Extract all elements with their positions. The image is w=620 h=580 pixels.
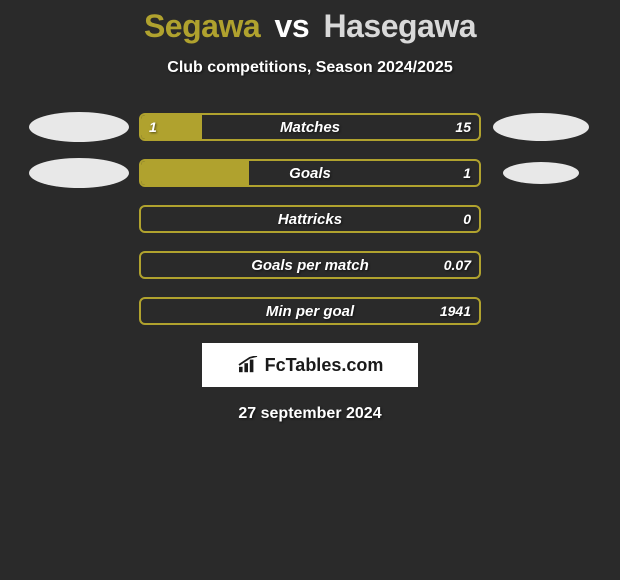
logo-text: FcTables.com <box>265 355 384 376</box>
title-player1: Segawa <box>144 8 260 44</box>
right-side <box>481 113 601 141</box>
left-side <box>19 158 139 188</box>
stat-label: Min per goal <box>141 299 479 323</box>
player2-badge <box>493 113 589 141</box>
stat-bar: 115Matches <box>139 113 481 141</box>
title-player2: Hasegawa <box>324 8 477 44</box>
player2-badge <box>503 162 579 184</box>
logo-box[interactable]: FcTables.com <box>202 343 418 387</box>
stat-label: Hattricks <box>141 207 479 231</box>
date-text: 27 september 2024 <box>0 405 620 423</box>
stat-bar: 0.07Goals per match <box>139 251 481 279</box>
stat-label: Matches <box>141 115 479 139</box>
stat-label: Goals <box>141 161 479 185</box>
left-side <box>19 112 139 142</box>
stat-bar: 1Goals <box>139 159 481 187</box>
stat-rows: 115Matches 1Goals 0Hattricks 0.07Goals per … <box>0 113 620 325</box>
player1-badge <box>29 158 129 188</box>
stat-row: 1Goals <box>0 159 620 187</box>
stat-row: 0.07Goals per match <box>0 251 620 279</box>
comparison-container: Segawa vs Hasegawa Club competitions, Se… <box>0 0 620 423</box>
stat-bar: 1941Min per goal <box>139 297 481 325</box>
right-side <box>481 162 601 184</box>
stat-label: Goals per match <box>141 253 479 277</box>
chart-icon <box>237 356 259 374</box>
stat-row: 0Hattricks <box>0 205 620 233</box>
stat-row: 115Matches <box>0 113 620 141</box>
page-title: Segawa vs Hasegawa <box>0 8 620 45</box>
subtitle: Club competitions, Season 2024/2025 <box>0 59 620 77</box>
stat-bar: 0Hattricks <box>139 205 481 233</box>
player1-badge <box>29 112 129 142</box>
stat-row: 1941Min per goal <box>0 297 620 325</box>
title-vs: vs <box>275 8 310 44</box>
